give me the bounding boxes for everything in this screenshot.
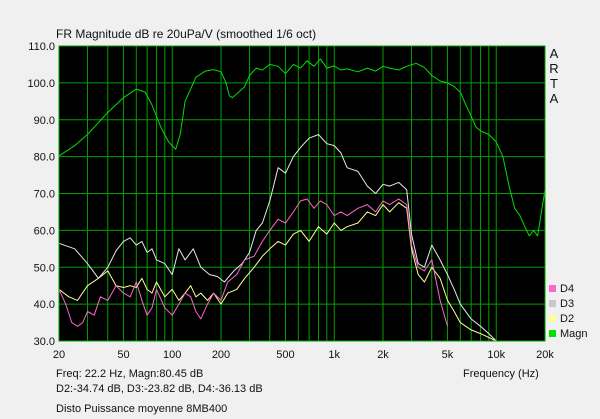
y-tick-label: 50.0: [34, 262, 55, 274]
series-line-magn: [58, 58, 546, 237]
legend-label: D4: [560, 282, 575, 295]
vendor-letter: A: [549, 91, 559, 106]
x-tick-label: 1k: [328, 349, 340, 361]
vendor-letter: T: [550, 76, 558, 91]
y-tick-label: 60.0: [34, 225, 55, 237]
measurement-caption: Disto Puissance moyenne 8MB400: [56, 403, 228, 415]
x-tick-label: 200: [212, 349, 230, 361]
y-tick-label: 30.0: [34, 336, 55, 348]
legend-label: Magn: [560, 327, 588, 340]
legend-swatch: [549, 300, 556, 307]
x-axis: 20 50 100 200 500 1k 2k 5k 10k 20k: [53, 349, 554, 361]
y-tick-label: 70.0: [34, 189, 55, 201]
cursor-readout-freq: Freq: 22.2 Hz, Magn:80.45 dB: [56, 368, 204, 380]
y-tick-label: 110.0: [28, 41, 55, 53]
plot-border: [58, 45, 546, 342]
series-line-d3: [58, 134, 497, 342]
x-tick-label: 100: [163, 349, 181, 361]
chart-title: FR Magnitude dB re 20uPa/V (smoothed 1/6…: [56, 27, 317, 41]
series-line-d4: [58, 198, 448, 327]
y-axis: 30.0 40.0 50.0 60.0 70.0 80.0 90.0 100.0 110.0: [27, 41, 55, 348]
legend: D4 D3 D2 Magn: [549, 281, 588, 341]
x-tick-label: 500: [276, 349, 294, 361]
legend-swatch: [549, 330, 556, 337]
x-tick-label: 10k: [487, 349, 505, 361]
vendor-letter: A: [549, 46, 559, 61]
x-axis-label: Frequency (Hz): [463, 368, 539, 380]
legend-label: D2: [560, 312, 575, 325]
legend-item-d2[interactable]: D2: [549, 311, 588, 326]
legend-swatch: [549, 285, 556, 292]
x-tick-label: 50: [117, 349, 129, 361]
x-tick-label: 2k: [377, 349, 389, 361]
legend-item-d3[interactable]: D3: [549, 296, 588, 311]
vendor-label: A R T A: [547, 46, 561, 106]
series-layer: [58, 58, 546, 342]
x-tick-label: 20: [53, 349, 65, 361]
legend-item-magn[interactable]: Magn: [549, 326, 588, 341]
y-tick-label: 90.0: [34, 115, 55, 127]
y-tick-label: 80.0: [34, 152, 55, 164]
x-tick-label: 20k: [536, 349, 554, 361]
vendor-letter: R: [549, 61, 559, 76]
y-tick-label: 100.0: [27, 78, 55, 90]
legend-item-d4[interactable]: D4: [549, 281, 588, 296]
x-tick-label: 5k: [442, 349, 454, 361]
y-tick-label: 40.0: [34, 299, 55, 311]
legend-swatch: [549, 315, 556, 322]
cursor-readout-distortion: D2:-34.74 dB, D3:-23.82 dB, D4:-36.13 dB: [56, 383, 263, 395]
series-line-d2: [58, 202, 497, 342]
legend-label: D3: [560, 297, 575, 310]
